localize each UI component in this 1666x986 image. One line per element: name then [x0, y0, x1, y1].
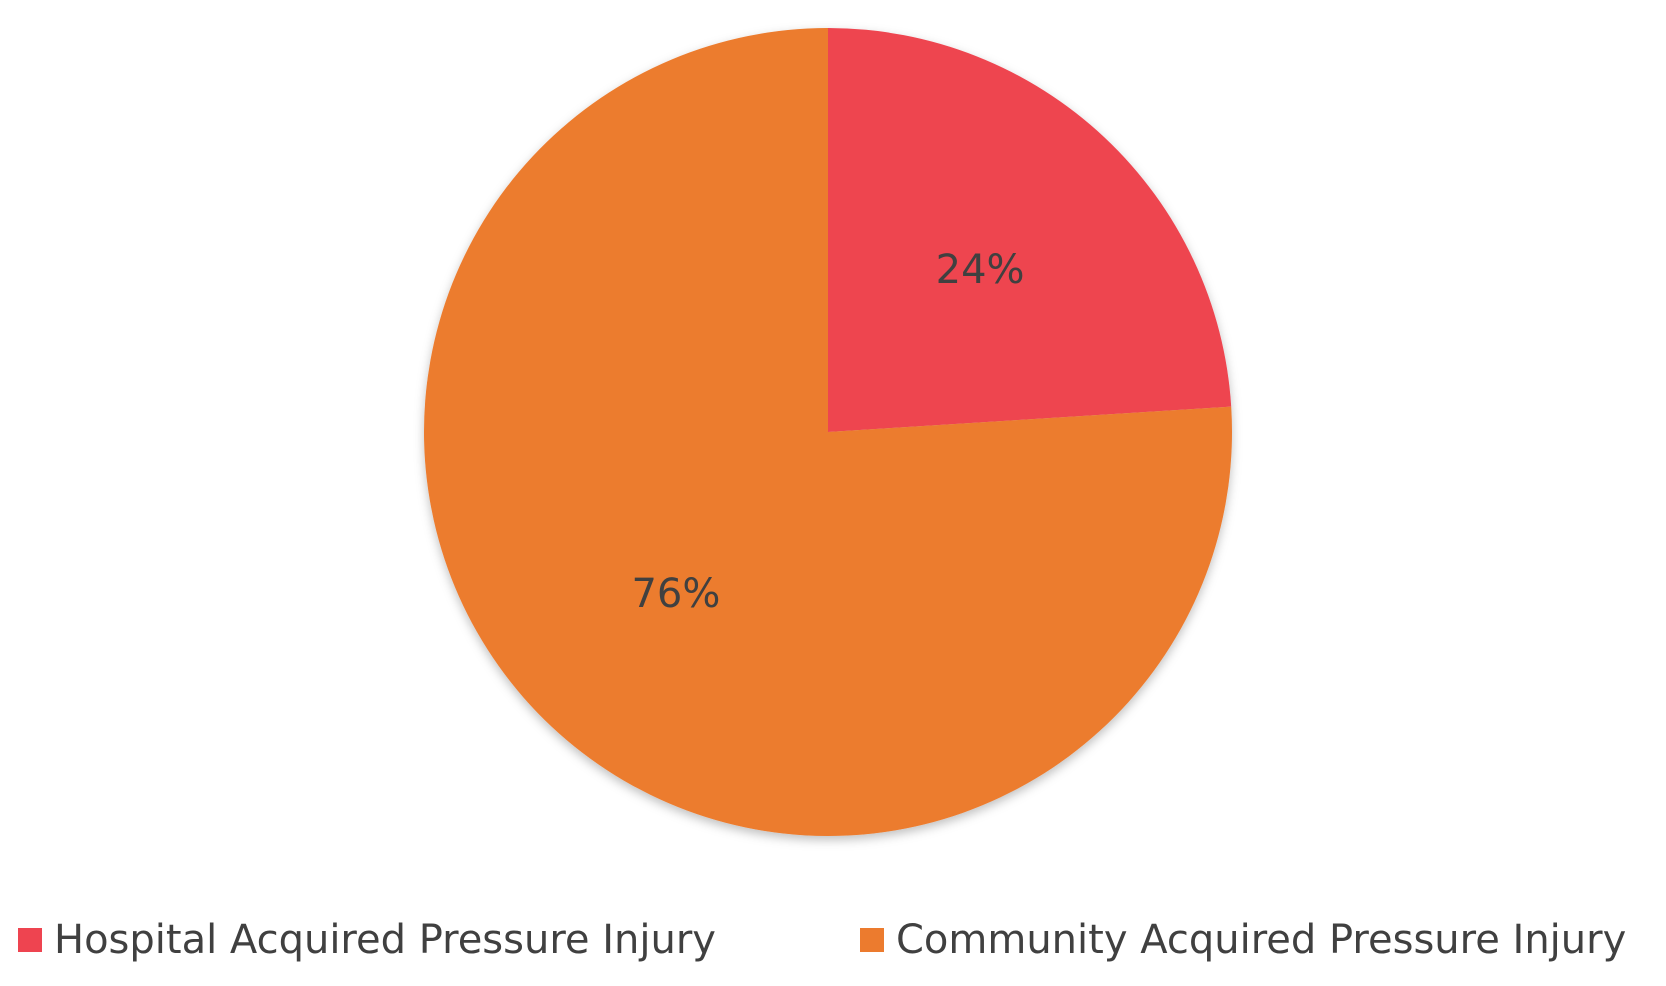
legend-label-hospital: Hospital Acquired Pressure Injury: [54, 917, 716, 963]
legend-label-community: Community Acquired Pressure Injury: [896, 917, 1627, 963]
legend: Hospital Acquired Pressure Injury Commun…: [0, 910, 1666, 970]
legend-swatch-hospital: [18, 928, 42, 952]
pie-slice-hospital: [828, 28, 1232, 432]
legend-item-community: Community Acquired Pressure Injury: [860, 910, 1626, 970]
pie-slice-labels: 24% 76%: [631, 247, 1024, 617]
pie-slice-community: [423, 28, 1232, 837]
legend-item-hospital: Hospital Acquired Pressure Injury: [18, 910, 716, 970]
slice-label-hospital: 24%: [936, 247, 1025, 293]
legend-swatch-community: [860, 928, 884, 952]
pie-slices: [423, 28, 1232, 837]
slice-label-community: 76%: [631, 571, 720, 617]
